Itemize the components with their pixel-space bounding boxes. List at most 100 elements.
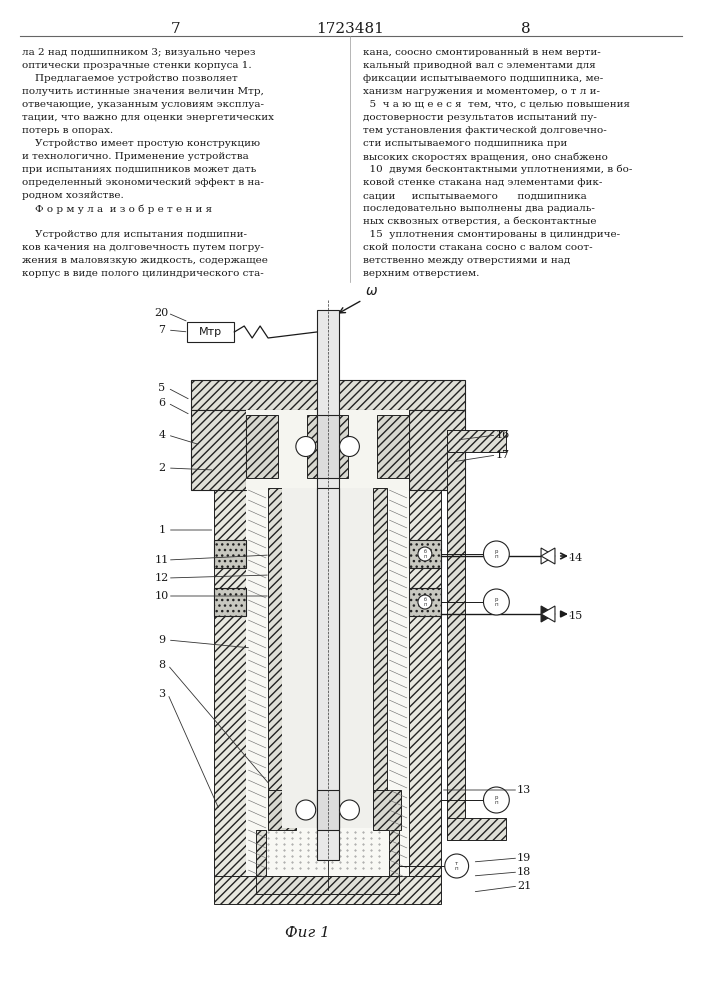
- Circle shape: [418, 547, 432, 561]
- Text: жения в маловязкую жидкость, содержащее: жения в маловязкую жидкость, содержащее: [22, 256, 268, 265]
- Circle shape: [484, 787, 509, 813]
- Text: 4: 4: [158, 430, 165, 440]
- Text: б
п: б п: [423, 597, 426, 607]
- Text: 10: 10: [155, 591, 169, 601]
- Circle shape: [445, 854, 469, 878]
- Bar: [317, 310, 339, 860]
- Text: кальный приводной вал с элементами для: кальный приводной вал с элементами для: [363, 61, 596, 70]
- Circle shape: [339, 436, 359, 456]
- Text: определенный экономический эффект в на-: определенный экономический эффект в на-: [22, 178, 264, 187]
- Bar: [409, 540, 440, 568]
- Text: 20: 20: [155, 308, 169, 318]
- Bar: [139, 300, 665, 1000]
- Bar: [191, 410, 246, 490]
- Text: б
п: б п: [423, 549, 426, 559]
- Polygon shape: [541, 606, 555, 622]
- Text: достоверности результатов испытаний пу-: достоверности результатов испытаний пу-: [363, 113, 597, 122]
- Text: сации     испытываемого      подшипника: сации испытываемого подшипника: [363, 191, 587, 200]
- Circle shape: [296, 800, 316, 820]
- Text: 16: 16: [495, 430, 510, 440]
- Text: 14: 14: [568, 553, 583, 563]
- Text: 5  ч а ю щ е е с я  тем, что, с целью повышения: 5 ч а ю щ е е с я тем, что, с целью повы…: [363, 100, 631, 109]
- Text: ковой стенке стакана над элементами фик-: ковой стенке стакана над элементами фик-: [363, 178, 603, 187]
- Text: получить истинные значения величин Мтр,: получить истинные значения величин Мтр,: [22, 87, 264, 96]
- Bar: [317, 415, 339, 478]
- Bar: [378, 415, 409, 478]
- Text: Устройство для испытания подшипни-: Устройство для испытания подшипни-: [22, 230, 247, 239]
- Bar: [282, 488, 373, 828]
- Text: 7: 7: [171, 22, 180, 36]
- Text: ных сквозных отверстия, а бесконтактные: ных сквозных отверстия, а бесконтактные: [363, 217, 597, 227]
- Polygon shape: [541, 548, 555, 564]
- Text: 19: 19: [517, 853, 532, 863]
- Bar: [268, 790, 296, 830]
- Text: и технологично. Применение устройства: и технологично. Применение устройства: [22, 152, 249, 161]
- Bar: [447, 430, 506, 452]
- Text: отвечающие, указанным условиям эксплуа-: отвечающие, указанным условиям эксплуа-: [22, 100, 264, 109]
- Bar: [339, 415, 349, 478]
- Text: фиксации испытываемого подшипника, ме-: фиксации испытываемого подшипника, ме-: [363, 74, 604, 83]
- Circle shape: [418, 595, 432, 609]
- Text: Фиг 1: Фиг 1: [286, 926, 330, 940]
- Text: 13: 13: [517, 785, 532, 795]
- Bar: [268, 488, 282, 828]
- Text: Устройство имеет простую конструкцию: Устройство имеет простую конструкцию: [22, 139, 260, 148]
- Bar: [317, 790, 339, 830]
- Bar: [191, 380, 464, 410]
- Text: 9: 9: [158, 635, 165, 645]
- Polygon shape: [541, 606, 555, 622]
- Polygon shape: [541, 548, 555, 564]
- Bar: [256, 830, 266, 876]
- Text: потерь в опорах.: потерь в опорах.: [22, 126, 113, 135]
- Bar: [256, 876, 399, 894]
- Bar: [307, 415, 317, 478]
- Text: ков качения на долговечность путем погру-: ков качения на долговечность путем погру…: [22, 243, 264, 252]
- Text: т
п: т п: [455, 861, 459, 871]
- Text: 15: 15: [568, 611, 583, 621]
- Text: тем установления фактической долговечно-: тем установления фактической долговечно-: [363, 126, 607, 135]
- Text: 3: 3: [158, 689, 165, 699]
- Text: 7: 7: [158, 325, 165, 335]
- Bar: [214, 876, 440, 904]
- Text: тации, что важно для оценки энергетических: тации, что важно для оценки энергетическ…: [22, 113, 274, 122]
- Text: родном хозяйстве.: родном хозяйстве.: [22, 191, 124, 200]
- Bar: [317, 488, 339, 828]
- Text: Мтр: Мтр: [199, 327, 222, 337]
- Bar: [409, 488, 440, 876]
- Circle shape: [484, 589, 509, 615]
- Text: 8: 8: [158, 660, 165, 670]
- Text: верхним отверстием.: верхним отверстием.: [363, 269, 480, 278]
- Text: 6: 6: [158, 398, 165, 408]
- Text: при испытаниях подшипников может дать: при испытаниях подшипников может дать: [22, 165, 256, 174]
- Text: 21: 21: [517, 881, 532, 891]
- Bar: [187, 322, 234, 342]
- Text: 1: 1: [158, 525, 165, 535]
- Bar: [214, 540, 246, 568]
- Text: 11: 11: [155, 555, 169, 565]
- Text: р
п: р п: [495, 549, 498, 559]
- Bar: [447, 818, 506, 840]
- Text: Предлагаемое устройство позволяет: Предлагаемое устройство позволяет: [22, 74, 238, 83]
- Circle shape: [296, 436, 316, 456]
- Bar: [246, 410, 409, 490]
- Text: 2: 2: [158, 463, 165, 473]
- Text: кана, соосно смонтированный в нем верти-: кана, соосно смонтированный в нем верти-: [363, 48, 601, 57]
- Text: 12: 12: [155, 573, 169, 583]
- Text: р
п: р п: [495, 795, 498, 805]
- Text: р
п: р п: [495, 597, 498, 607]
- Bar: [246, 415, 278, 478]
- Bar: [409, 410, 464, 490]
- Text: корпус в виде полого цилиндрического ста-: корпус в виде полого цилиндрического ста…: [22, 269, 264, 278]
- Bar: [373, 488, 387, 828]
- Text: оптически прозрачные стенки корпуса 1.: оптически прозрачные стенки корпуса 1.: [22, 61, 252, 70]
- Bar: [409, 588, 440, 616]
- Bar: [214, 488, 246, 876]
- Text: ла 2 над подшипником 3; визуально через: ла 2 над подшипником 3; визуально через: [22, 48, 255, 57]
- Text: 17: 17: [496, 450, 510, 460]
- Text: 5: 5: [158, 383, 165, 393]
- Text: 15  уплотнения смонтированы в цилиндриче-: 15 уплотнения смонтированы в цилиндриче-: [363, 230, 621, 239]
- Text: Ф о р м у л а  и з о б р е т е н и я: Ф о р м у л а и з о б р е т е н и я: [22, 204, 212, 214]
- Text: 8: 8: [521, 22, 531, 36]
- Text: ω: ω: [366, 284, 377, 298]
- Text: 18: 18: [517, 867, 532, 877]
